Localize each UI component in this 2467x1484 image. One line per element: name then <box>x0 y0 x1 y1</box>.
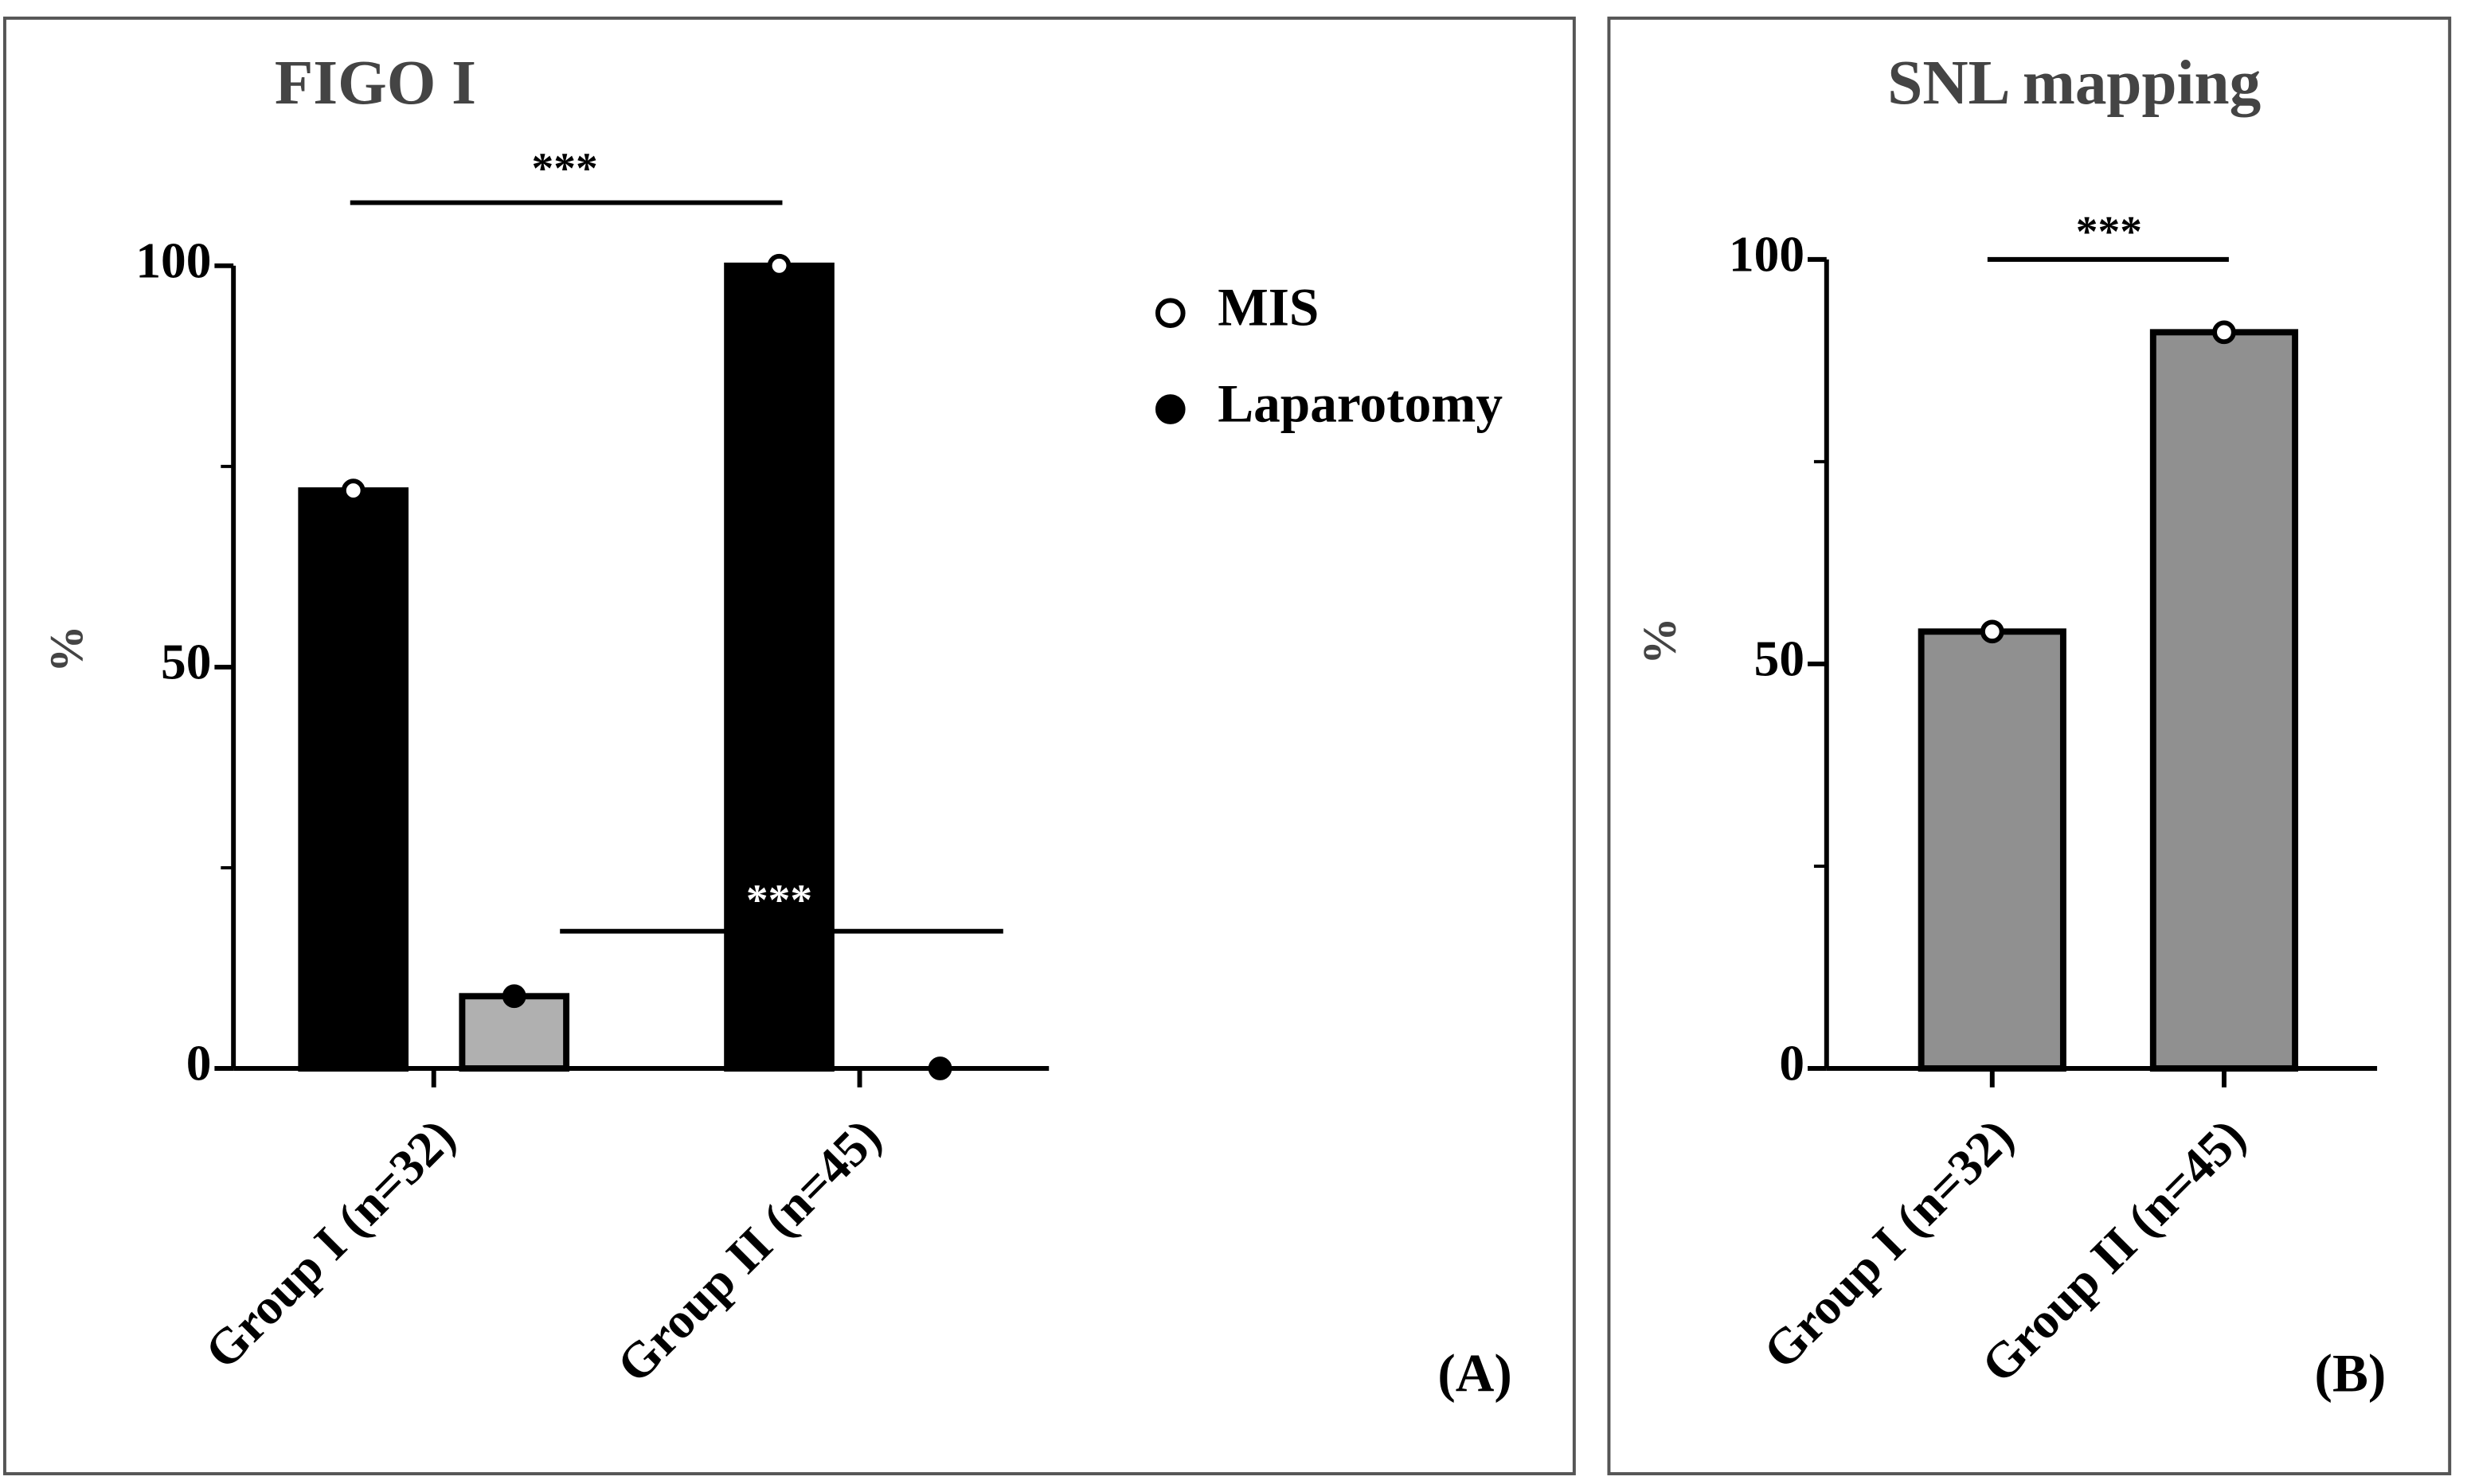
y-tick-label: 50 <box>1754 631 1804 686</box>
y-axis-label: % <box>1632 618 1685 665</box>
significance-label: *** <box>2076 207 2142 256</box>
y-tick-label: 0 <box>1779 1036 1804 1092</box>
data-point <box>341 478 366 502</box>
data-point <box>2212 320 2236 345</box>
bar <box>459 993 570 1072</box>
bar <box>1918 628 2066 1072</box>
panel-label: (A) <box>1437 1344 1511 1404</box>
y-tick-label: 100 <box>1729 226 1804 282</box>
chart-title: SNL mapping <box>1887 48 2261 118</box>
y-axis-label: % <box>40 625 92 672</box>
x-tick-label: Group I (n=32) <box>194 1108 466 1380</box>
bar <box>2149 329 2299 1072</box>
data-point <box>767 253 792 278</box>
legend-label: MIS <box>1218 278 1319 338</box>
legend-label: Laparotomy <box>1218 374 1503 434</box>
significance-label: *** <box>532 144 598 193</box>
bar <box>298 487 409 1072</box>
panel-border <box>2 16 1576 1476</box>
legend-marker <box>1155 298 1186 329</box>
y-tick-label: 50 <box>161 634 211 689</box>
significance-label: *** <box>746 876 812 924</box>
data-point <box>502 984 526 1009</box>
y-tick-label: 0 <box>186 1036 212 1092</box>
bar <box>724 262 835 1072</box>
legend-marker <box>1155 394 1186 424</box>
y-tick-label: 100 <box>135 232 211 288</box>
panel-label: (B) <box>2315 1344 2387 1404</box>
panel-border <box>1607 16 2452 1476</box>
x-tick-label: Group I (n=32) <box>1753 1108 2024 1380</box>
data-point <box>928 1056 952 1080</box>
chart-title: FIGO I <box>275 48 476 118</box>
x-tick-label: Group II (n=45) <box>606 1108 891 1393</box>
data-point <box>1980 619 2004 644</box>
